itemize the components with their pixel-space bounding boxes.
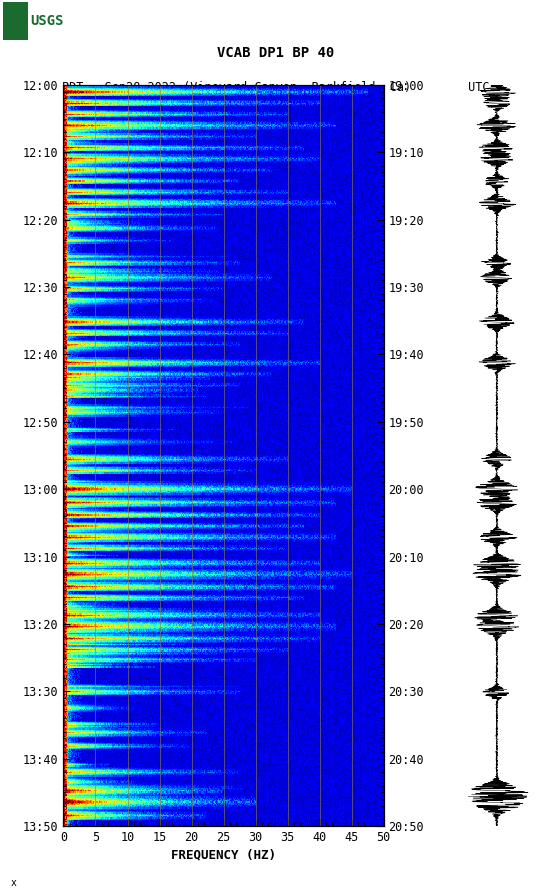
Text: x: x: [11, 878, 17, 888]
Text: VCAB DP1 BP 40: VCAB DP1 BP 40: [217, 46, 335, 60]
Text: PDT   Sep28,2022 (Vineyard Canyon, Parkfield, Ca)        UTC: PDT Sep28,2022 (Vineyard Canyon, Parkfie…: [62, 81, 490, 94]
Bar: [3, 2, 28, 40]
Text: USGS: USGS: [30, 14, 64, 28]
X-axis label: FREQUENCY (HZ): FREQUENCY (HZ): [171, 848, 276, 861]
